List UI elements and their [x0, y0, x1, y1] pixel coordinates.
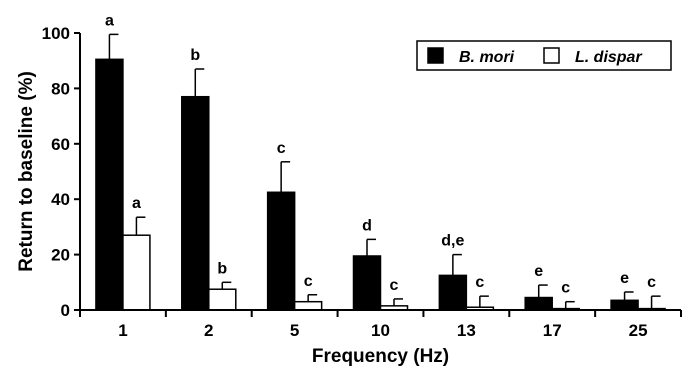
bar-l-dispar [293, 300, 323, 311]
y-tick-label: 80 [51, 79, 70, 98]
x-tick-label: 17 [543, 321, 562, 340]
significance-label-b-mori: d,e [441, 233, 464, 250]
bar-b-mori [610, 299, 639, 311]
legend-swatch-b-mori [427, 47, 444, 64]
bar-b-mori [524, 296, 553, 311]
significance-label-b-mori: e [534, 263, 543, 280]
bar-b-mori [95, 58, 124, 311]
x-tick-label: 2 [204, 321, 213, 340]
legend: B. mori L. dispar [416, 40, 672, 71]
y-ticks: 0 20 40 60 80 100 [42, 24, 80, 320]
x-tick-label: 13 [457, 321, 476, 340]
legend-swatch-l-dispar [543, 47, 560, 64]
bars-layer [95, 58, 666, 311]
x-ticks: 1 2 5 10 13 17 25 [79, 310, 682, 340]
significance-label-l-dispar: c [647, 274, 656, 291]
significance-labels-layer: a b c d d,e e e a b c c c c c [105, 12, 656, 296]
significance-label-b-mori: b [190, 47, 200, 64]
significance-label-l-dispar: c [304, 273, 313, 290]
significance-label-l-dispar: c [390, 277, 399, 294]
significance-label-l-dispar: c [561, 280, 570, 297]
y-tick-label: 0 [61, 301, 70, 320]
bar-b-mori [181, 95, 210, 311]
y-axis-title: Return to baseline (%) [16, 71, 37, 272]
significance-label-b-mori: e [620, 270, 629, 287]
significance-label-b-mori: a [105, 12, 114, 29]
y-tick-label: 20 [51, 246, 70, 265]
legend-label-b-mori: B. mori [459, 49, 515, 66]
significance-label-b-mori: c [277, 140, 286, 157]
significance-label-l-dispar: c [475, 274, 484, 291]
bar-b-mori [352, 255, 382, 311]
bar-l-dispar [208, 288, 237, 311]
x-axis-title: Frequency (Hz) [312, 346, 449, 367]
significance-label-l-dispar: a [132, 195, 141, 212]
significance-label-b-mori: d [362, 217, 372, 234]
significance-label-l-dispar: b [217, 260, 227, 277]
legend-label-l-dispar: L. dispar [575, 49, 642, 66]
y-tick-label: 40 [51, 190, 70, 209]
x-tick-label: 10 [371, 321, 390, 340]
x-tick-label: 5 [290, 321, 299, 340]
bar-b-mori [266, 191, 296, 311]
y-tick-label: 60 [51, 135, 70, 154]
bar-l-dispar [122, 234, 151, 311]
y-tick-label: 100 [42, 24, 70, 43]
x-tick-label: 1 [118, 321, 127, 340]
x-tick-label: 25 [629, 321, 648, 340]
bar-b-mori [438, 274, 468, 311]
error-bars-layer [108, 33, 661, 309]
